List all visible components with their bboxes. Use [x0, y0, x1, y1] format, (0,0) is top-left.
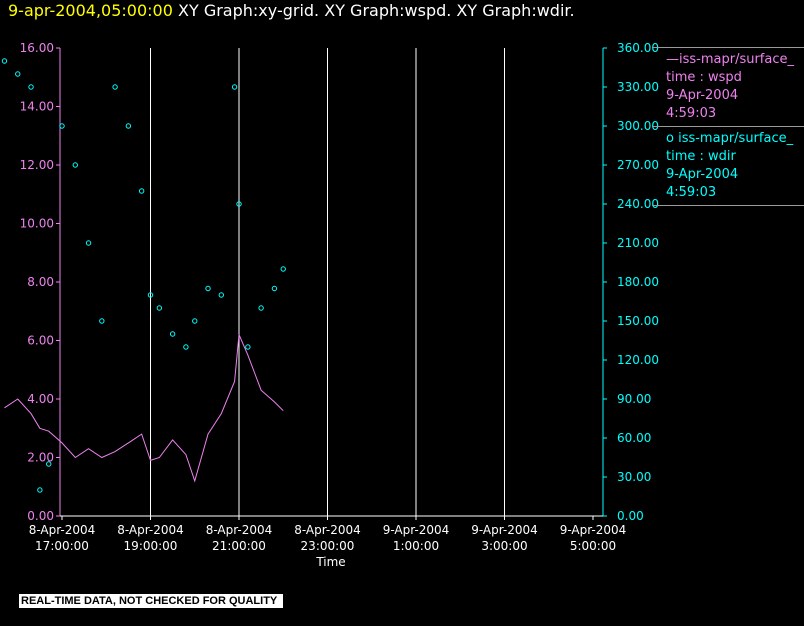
series-line-wspd — [4, 334, 284, 483]
data-point-wdir — [280, 266, 286, 272]
data-point-wdir — [218, 292, 225, 298]
right-tick-label: 300.00 — [617, 119, 659, 133]
data-point-wdir — [169, 331, 176, 337]
right-tick-label: 90.00 — [617, 392, 651, 406]
right-tick-label: 330.00 — [617, 80, 659, 94]
legend: —iss-mapr/surface_ time : wspd 9-Apr-200… — [652, 44, 804, 209]
data-point-wdir — [205, 285, 211, 292]
x-tick-label-date: 9-Apr-2004 — [383, 523, 450, 537]
x-tick-label-date: 9-Apr-2004 — [560, 523, 627, 537]
right-tick-label: 30.00 — [617, 470, 651, 484]
legend-series-time: 4:59:03 — [666, 106, 717, 121]
x-tick-label-date: 9-Apr-2004 — [471, 523, 538, 537]
left-tick-label: 6.00 — [27, 334, 54, 348]
data-point-wdir — [46, 461, 52, 467]
data-point-wdir — [183, 344, 189, 350]
legend-divider — [652, 126, 804, 127]
x-tick-label-time: 5:00:00 — [570, 539, 616, 553]
data-point-wdir — [147, 292, 154, 298]
x-tick-label-time: 17:00:00 — [35, 539, 89, 553]
header-date: 9-apr-2004,05:00:00 — [8, 1, 173, 20]
data-point-wdir — [192, 318, 198, 324]
data-point-wdir — [1, 58, 8, 64]
legend-series-name: —iss-mapr/surface_ — [666, 52, 795, 67]
left-tick-label: 2.00 — [27, 451, 54, 465]
right-tick-label: 270.00 — [617, 158, 659, 172]
data-point-wdir — [156, 305, 163, 311]
legend-series-var: time : wdir — [666, 149, 736, 164]
left-tick-label: 14.00 — [20, 100, 54, 114]
x-tick-label-time: 1:00:00 — [393, 539, 439, 553]
x-tick-label-time: 23:00:00 — [301, 539, 355, 553]
left-tick-label: 12.00 — [20, 158, 54, 172]
x-tick-label-date: 8-Apr-2004 — [117, 523, 184, 537]
right-tick-label: 240.00 — [617, 197, 659, 211]
data-point-wdir — [112, 84, 118, 90]
data-point-wdir — [271, 285, 278, 292]
left-tick-label: 0.00 — [27, 509, 54, 523]
x-axis-title: Time — [315, 555, 345, 569]
quality-warning: REAL-TIME DATA, NOT CHECKED FOR QUALITY — [19, 594, 284, 608]
data-point-wdir — [258, 305, 264, 311]
data-point-wdir — [37, 487, 43, 493]
right-tick-label: 360.00 — [617, 41, 659, 55]
x-tick-label-date: 8-Apr-2004 — [29, 523, 96, 537]
legend-series-time: 4:59:03 — [666, 185, 717, 200]
data-point-wdir — [59, 123, 65, 129]
legend-series-date: 9-Apr-2004 — [666, 88, 739, 103]
left-tick-label: 8.00 — [27, 275, 54, 289]
right-tick-label: 150.00 — [617, 314, 659, 328]
legend-divider — [652, 205, 804, 206]
right-tick-label: 120.00 — [617, 353, 659, 367]
data-point-wdir — [245, 344, 251, 350]
chart-header: 9-apr-2004,05:00:00 XY Graph:xy-grid. XY… — [8, 1, 575, 20]
data-point-wdir — [99, 318, 105, 324]
legend-entry-wspd: —iss-mapr/surface_ time : wspd 9-Apr-200… — [652, 51, 804, 123]
right-tick-label: 60.00 — [617, 431, 651, 445]
right-tick-label: 180.00 — [617, 275, 659, 289]
x-tick-label-time: 21:00:00 — [212, 539, 266, 553]
header-graphs: XY Graph:xy-grid. XY Graph:wspd. XY Grap… — [178, 1, 575, 20]
x-tick-label-time: 3:00:00 — [481, 539, 527, 553]
data-point-wdir — [72, 162, 78, 168]
data-point-wdir — [15, 71, 21, 77]
left-tick-label: 16.00 — [20, 41, 54, 55]
left-tick-label: 4.00 — [27, 392, 54, 406]
legend-entry-wdir: o iss-mapr/surface_ time : wdir 9-Apr-20… — [652, 130, 804, 202]
right-tick-label: 210.00 — [617, 236, 659, 250]
data-point-wdir — [28, 84, 34, 90]
data-point-wdir — [125, 123, 132, 129]
right-tick-label: 0.00 — [617, 509, 644, 523]
data-point-wdir — [236, 201, 242, 207]
data-point-wdir — [231, 84, 238, 90]
x-tick-label-time: 19:00:00 — [124, 539, 178, 553]
left-tick-label: 10.00 — [20, 217, 54, 231]
x-tick-label-date: 8-Apr-2004 — [206, 523, 273, 537]
legend-series-var: time : wspd — [666, 70, 742, 85]
x-tick-label-date: 8-Apr-2004 — [294, 523, 361, 537]
data-point-wdir — [138, 188, 145, 194]
legend-series-name: o iss-mapr/surface_ — [666, 131, 794, 146]
legend-divider — [652, 47, 804, 48]
legend-series-date: 9-Apr-2004 — [666, 167, 739, 182]
data-point-wdir — [85, 240, 92, 246]
